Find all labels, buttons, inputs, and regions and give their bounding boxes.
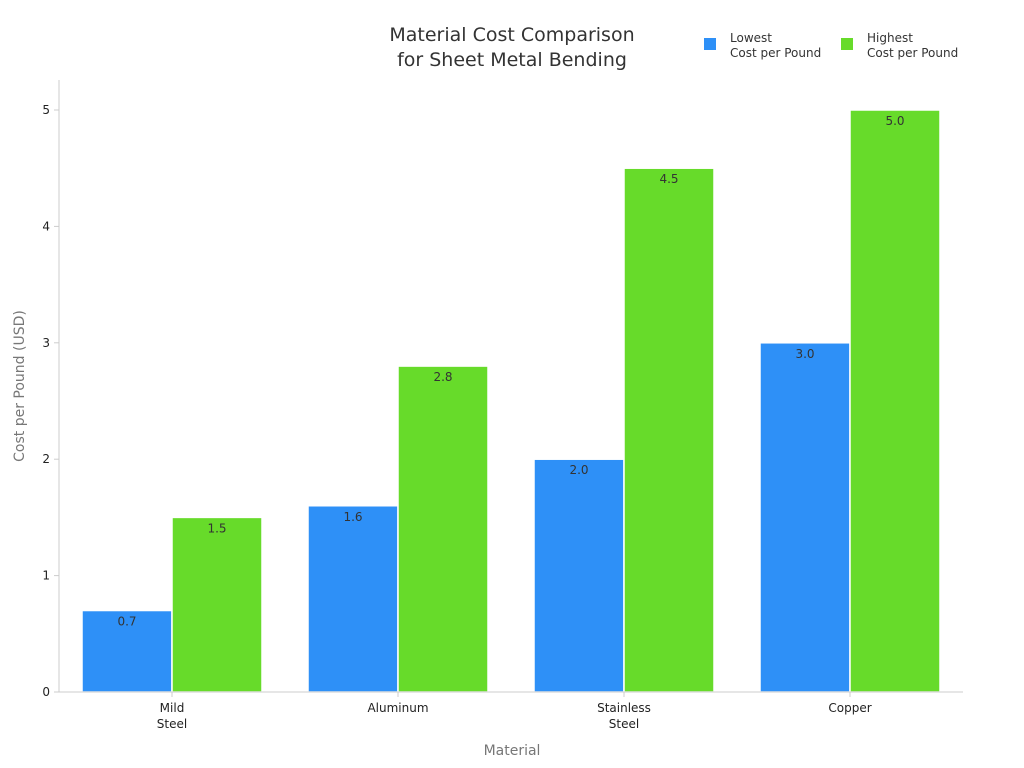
bar-1-1 (397, 365, 489, 693)
bar-3-0 (759, 342, 851, 693)
bar-0-0 (81, 609, 173, 693)
legend-label-0-1: Cost per Pound (730, 46, 821, 60)
chart-title-line-2: for Sheet Metal Bending (397, 49, 627, 71)
legend-swatch-0 (704, 38, 716, 50)
chart-title-line-1: Material Cost Comparison (389, 24, 634, 46)
bar-3-1 (849, 109, 941, 693)
legend-label-1-1: Cost per Pound (867, 46, 958, 60)
y-tick-label-0: 0 (42, 685, 50, 699)
bar-label-1-1: 2.8 (433, 370, 452, 384)
bar-label-1-0: 1.6 (343, 510, 362, 524)
x-tick-label-2-1: Steel (609, 717, 639, 731)
legend-swatch-1 (841, 38, 853, 50)
bar-1-0 (307, 505, 399, 693)
x-tick-label-3-0: Copper (828, 701, 871, 715)
y-tick-label-3: 3 (42, 336, 50, 350)
bar-label-0-0: 0.7 (117, 615, 136, 629)
axes (58, 80, 963, 693)
x-tick-label-1-0: Aluminum (367, 701, 428, 715)
x-tick-label-2-0: Stainless (597, 701, 651, 715)
bar-label-2-1: 4.5 (659, 172, 678, 186)
bar-label-3-0: 3.0 (795, 347, 814, 361)
x-tick-label-0-1: Steel (157, 717, 187, 731)
bar-label-0-1: 1.5 (207, 521, 226, 535)
bar-label-3-1: 5.0 (885, 114, 904, 128)
y-axis-ticks: 0 1 2 3 4 5 (42, 103, 59, 699)
x-axis-label: Material (484, 743, 541, 759)
x-tick-label-0-0: Mild (160, 701, 185, 715)
legend-label-0-0: Lowest (730, 31, 772, 45)
y-tick-label-2: 2 (42, 452, 50, 466)
y-tick-label-1: 1 (42, 569, 50, 583)
y-tick-label-5: 5 (42, 103, 50, 117)
legend-label-1-0: Highest (867, 31, 913, 45)
bar-0-1 (171, 516, 263, 693)
x-axis-ticks: Mild Steel Aluminum Stainless Steel Copper (157, 692, 872, 731)
bar-labels: 0.7 1.5 1.6 2.8 2.0 4.5 3.0 5.0 (117, 114, 904, 629)
bars (81, 109, 941, 693)
bar-2-1 (623, 167, 715, 693)
y-tick-label-4: 4 (42, 219, 50, 233)
bar-2-0 (533, 458, 625, 693)
bar-label-2-0: 2.0 (569, 463, 588, 477)
chart-title: Material Cost Comparison for Sheet Metal… (389, 24, 634, 71)
y-axis-label: Cost per Pound (USD) (12, 310, 28, 462)
